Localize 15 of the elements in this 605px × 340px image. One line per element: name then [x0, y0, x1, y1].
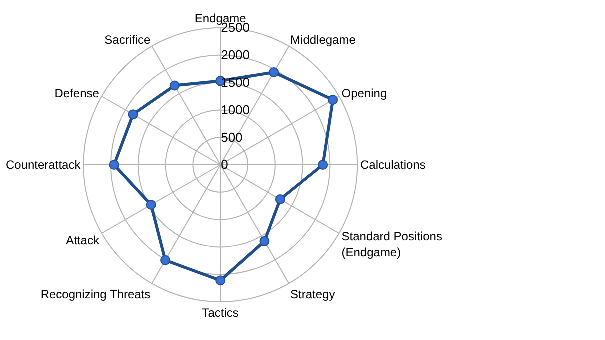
- spoke-label: Defense: [54, 86, 100, 100]
- y-tick-label: 1000: [221, 102, 250, 118]
- spoke-label: Tactics: [202, 306, 239, 320]
- spoke-label: Sacrifice: [104, 32, 151, 47]
- spoke-label: Attack: [66, 234, 100, 248]
- spoke-label: Strategy: [290, 288, 336, 302]
- spoke-label: Opening: [342, 86, 388, 100]
- y-tick-label: 500: [221, 130, 243, 145]
- spoke-label: Recognizing Threats: [40, 288, 151, 302]
- y-tick-label: 2000: [221, 48, 250, 63]
- spoke-label: Counterattack: [6, 158, 82, 172]
- spoke-label: Middlegame: [290, 32, 356, 47]
- spoke-label: Calculations: [360, 158, 426, 172]
- spoke-label: Standard Positions (Endgame): [342, 230, 442, 260]
- y-tick-label: 0: [221, 157, 228, 172]
